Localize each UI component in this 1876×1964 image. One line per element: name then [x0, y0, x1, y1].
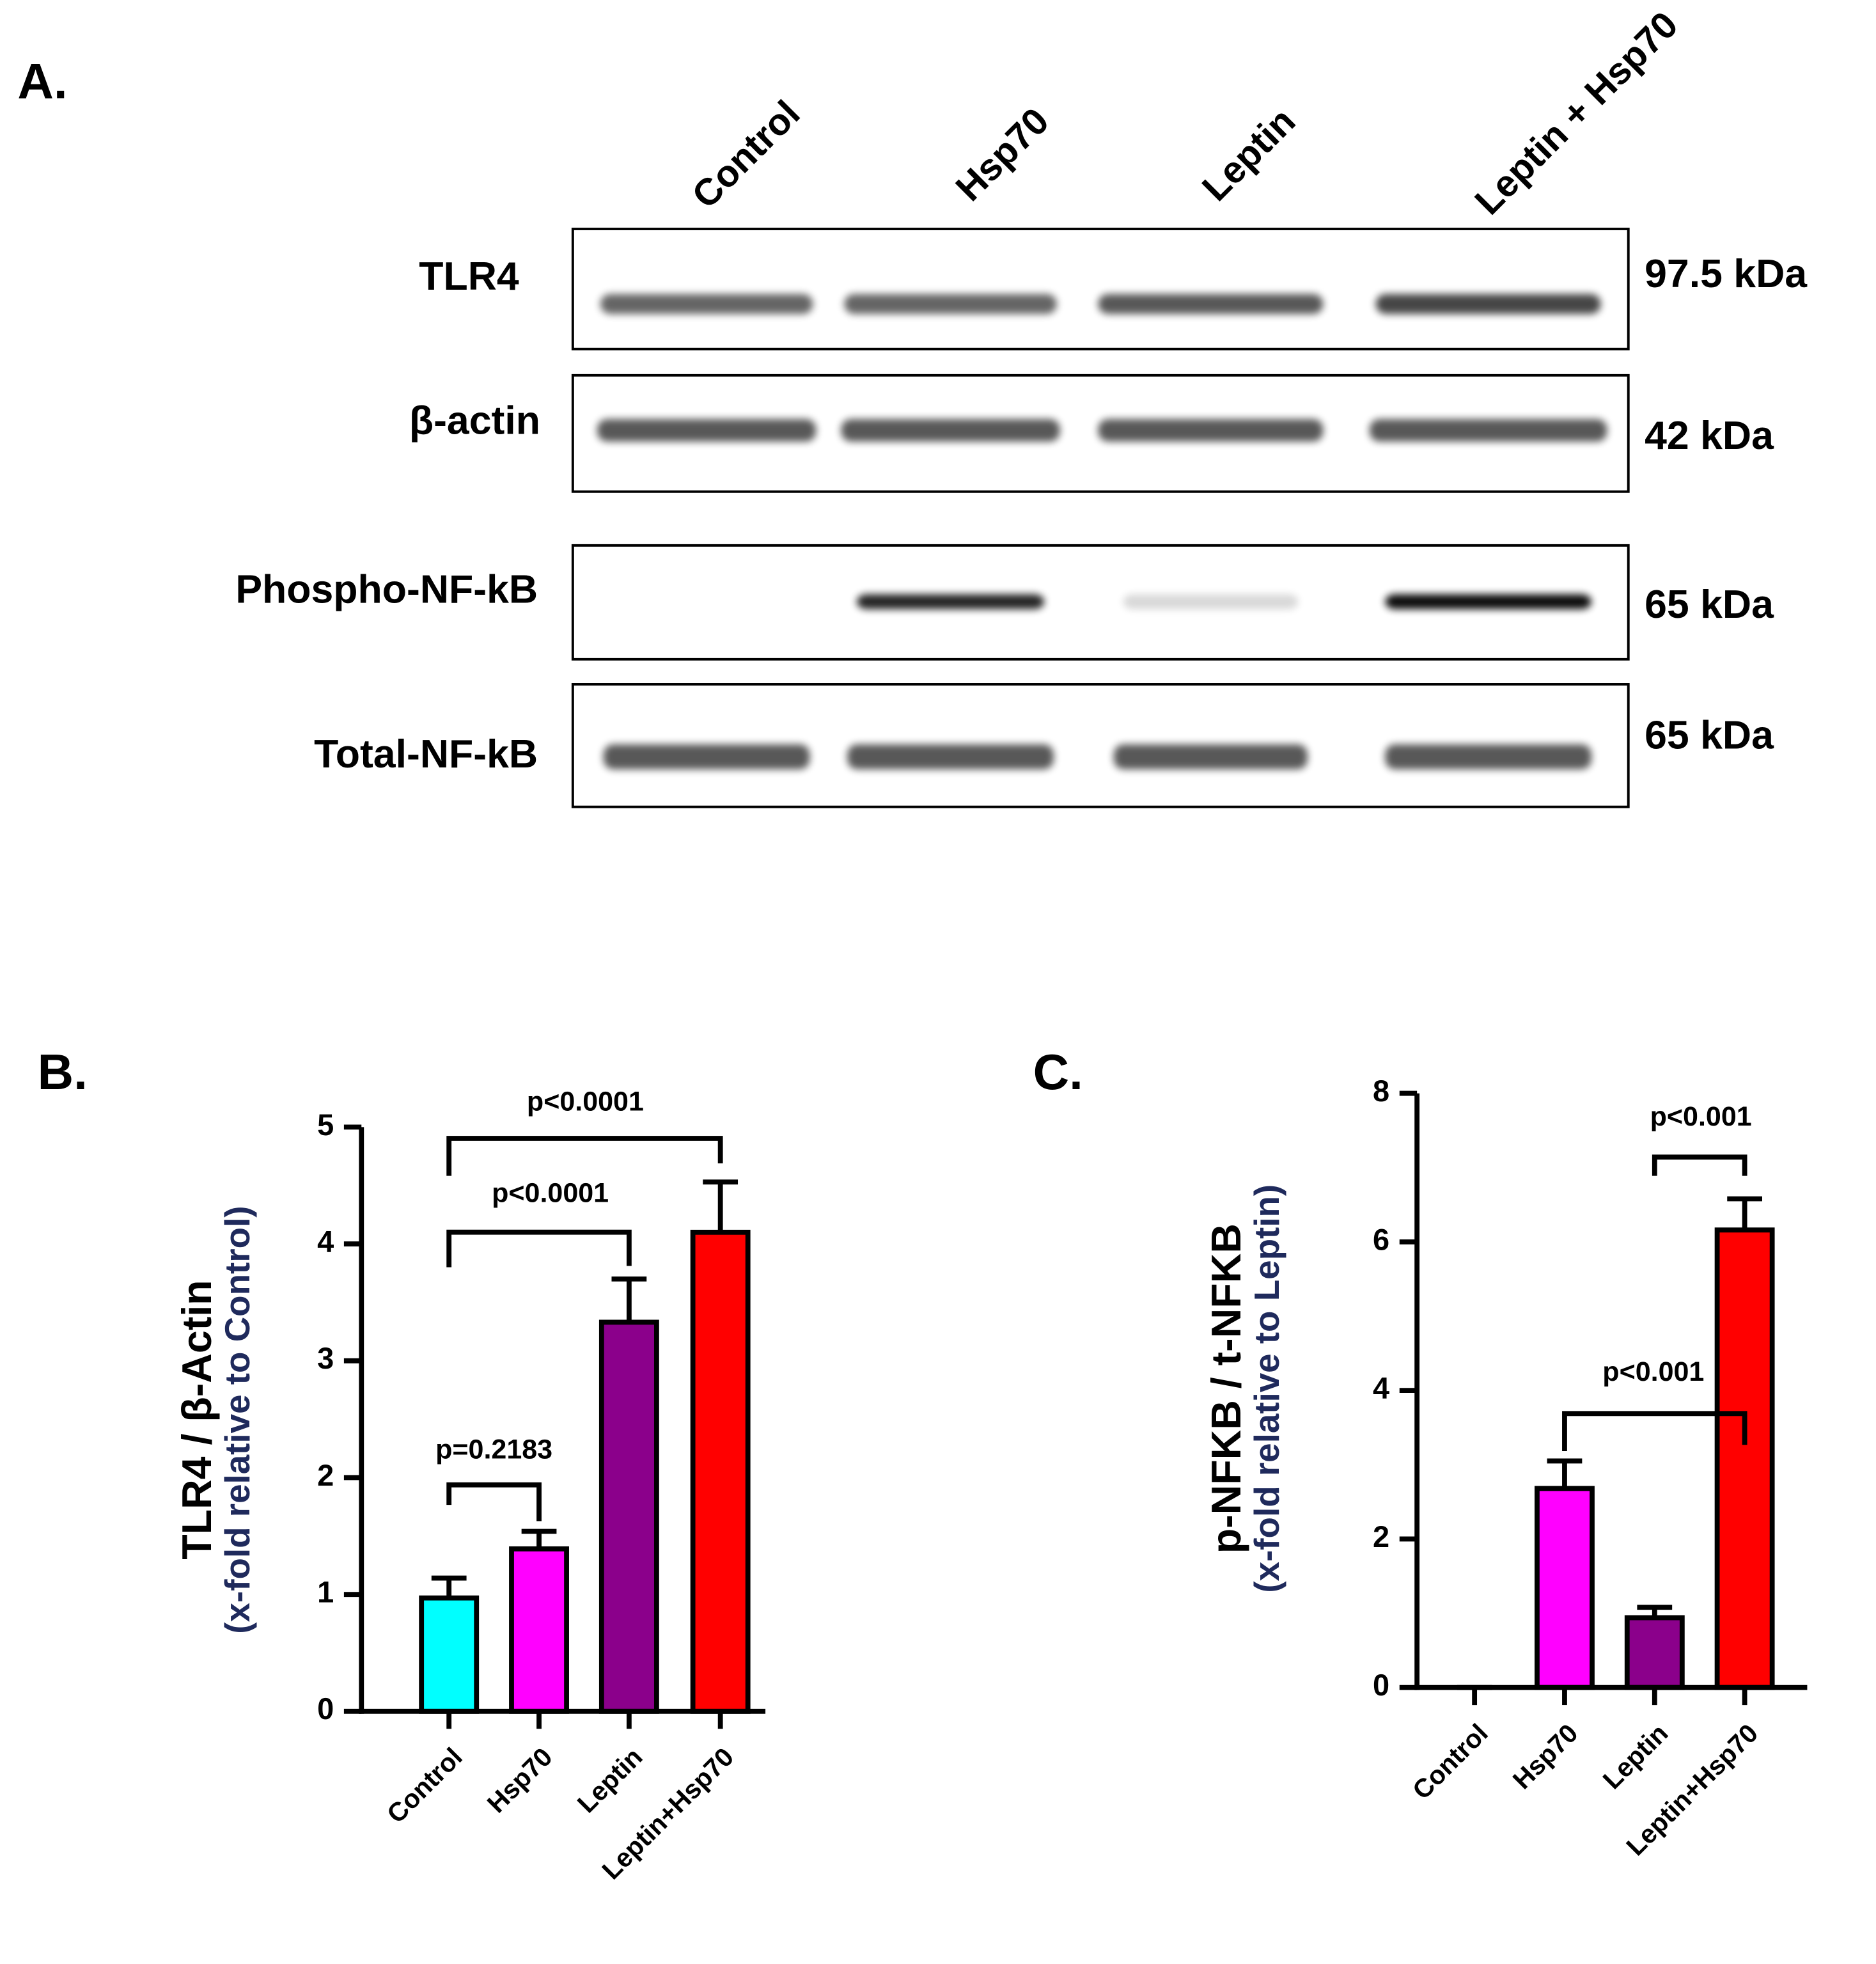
y-tick-label: 5	[317, 1108, 334, 1142]
x-tick-label: Hsp70	[1507, 1718, 1584, 1795]
bar	[509, 1546, 569, 1714]
band	[1098, 294, 1324, 314]
band	[1385, 594, 1592, 609]
significance-bracket	[446, 1136, 723, 1176]
annotation: p<0.001	[1602, 1356, 1704, 1387]
annotation: p<0.0001	[492, 1177, 609, 1208]
band	[847, 744, 1054, 769]
band	[1369, 419, 1607, 442]
y-axis-label: TLR4 / β-Actin	[174, 1280, 220, 1559]
band	[1113, 744, 1308, 769]
bar	[1535, 1486, 1595, 1690]
annotation: p=0.2183	[435, 1434, 552, 1465]
panel-label: C.	[1033, 1044, 1083, 1100]
bar	[1714, 1227, 1775, 1690]
y-axis-label: (x-fold relative to Control)	[217, 1206, 257, 1634]
panel-label: A.	[17, 53, 67, 109]
y-tick-label: 0	[317, 1692, 334, 1725]
y-tick-label: 1	[317, 1576, 334, 1609]
x-tick-label: Control	[381, 1742, 468, 1829]
lane-label: Control	[684, 93, 808, 216]
bar	[419, 1595, 480, 1714]
row-label: TLR4	[419, 254, 519, 299]
significance-bracket	[446, 1482, 542, 1521]
y-tick-label: 8	[1373, 1074, 1389, 1108]
bar	[1624, 1615, 1685, 1690]
size-label: 97.5 kDa	[1645, 251, 1808, 296]
band	[1375, 294, 1601, 314]
panel-label: B.	[38, 1044, 88, 1100]
size-label: 42 kDa	[1645, 413, 1774, 458]
y-tick-label: 4	[317, 1225, 334, 1258]
y-tick-label: 2	[317, 1459, 334, 1492]
lane-label: Hsp70	[948, 100, 1057, 208]
size-label: 65 kDa	[1645, 713, 1774, 758]
bar	[690, 1229, 751, 1714]
lane-label: Leptin	[1194, 100, 1303, 209]
x-tick-label: Leptin	[1597, 1718, 1674, 1795]
row-label: Total-NF-kB	[314, 732, 538, 776]
x-tick-label: Hsp70	[481, 1742, 558, 1819]
size-label: 65 kDa	[1645, 582, 1774, 627]
band	[856, 594, 1045, 609]
y-tick-label: 3	[317, 1342, 334, 1375]
band	[841, 419, 1060, 442]
row-label: β-actin	[409, 398, 540, 443]
band	[600, 294, 813, 314]
band	[603, 744, 810, 769]
significance-bracket	[1562, 1411, 1747, 1451]
band	[1123, 594, 1299, 609]
y-axis-label: p-NFKB / t-NFKB	[1203, 1223, 1249, 1553]
x-tick-label: Leptin	[572, 1742, 648, 1819]
significance-bracket	[446, 1229, 632, 1268]
annotation: p<0.001	[1650, 1101, 1752, 1132]
blot-box	[571, 228, 1630, 350]
y-tick-label: 4	[1373, 1372, 1389, 1405]
row-label: Phospho-NF-kB	[235, 567, 538, 612]
band	[1098, 419, 1324, 442]
band	[597, 419, 817, 442]
lane-label: Leptin + Hsp70	[1467, 4, 1686, 223]
y-tick-label: 2	[1373, 1520, 1389, 1553]
y-tick-label: 0	[1373, 1669, 1389, 1702]
band	[1385, 744, 1592, 769]
band	[844, 294, 1057, 314]
annotation: p<0.0001	[527, 1087, 644, 1117]
significance-bracket	[1652, 1154, 1747, 1176]
y-tick-label: 6	[1373, 1223, 1389, 1256]
x-tick-label: Control	[1407, 1718, 1494, 1805]
y-axis-label: (x-fold relative to Leptin)	[1247, 1184, 1286, 1593]
bar	[598, 1319, 659, 1714]
